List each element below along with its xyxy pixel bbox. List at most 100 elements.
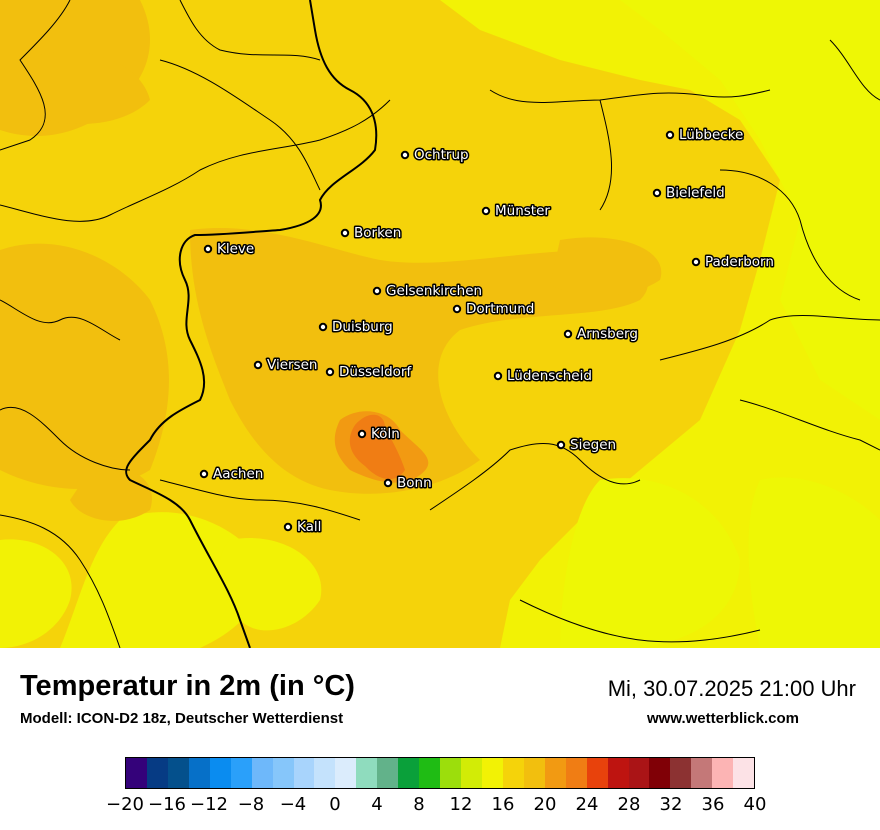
colorbar-tick-label: 0: [329, 794, 341, 815]
colorbar-tick-label: 28: [617, 794, 641, 815]
city-label: Dortmund: [466, 301, 534, 317]
city-markers: Lübbecke Ochtrup Bielefeld Münster Borken Kle…: [199, 126, 775, 537]
colorbar-segment: [733, 758, 755, 788]
colorbar-tick-label: 8: [413, 794, 425, 815]
temperature-colorbar: [125, 757, 755, 789]
colorbar-tick-label: 24: [575, 794, 599, 815]
colorbar-segment: [314, 758, 336, 788]
website-link[interactable]: www.wetterblick.com: [647, 710, 799, 727]
colorbar-tick-label: 40: [743, 794, 767, 815]
map-canvas: Lübbecke Ochtrup Bielefeld Münster Borken Kle…: [0, 0, 880, 648]
colorbar-segment: [649, 758, 671, 788]
colorbar-segment: [167, 758, 189, 788]
colorbar-segment: [691, 758, 713, 788]
forecast-datetime: Mi, 30.07.2025 21:00 Uhr: [607, 676, 856, 701]
colorbar-tick-label: −8: [237, 794, 265, 815]
city-label: Borken: [354, 225, 401, 241]
city-dot: [652, 188, 662, 198]
colorbar-segment: [481, 758, 503, 788]
city-marker: Duisburg: [318, 318, 394, 337]
colorbar-segment: [126, 758, 147, 788]
city-marker: Paderborn: [691, 253, 775, 272]
city-label: Gelsenkirchen: [386, 283, 482, 299]
city-label: Münster: [495, 203, 550, 219]
city-label: Duisburg: [332, 319, 393, 335]
colorbar-tick-label: −16: [148, 794, 186, 815]
city-dot: [318, 322, 328, 332]
colorbar-tick-label: 32: [659, 794, 683, 815]
map-title: Temperatur in 2m (in °C): [20, 670, 355, 702]
city-dot: [665, 130, 675, 140]
colorbar-segment: [146, 758, 168, 788]
colorbar-segment: [356, 758, 378, 788]
colorbar-segment: [670, 758, 692, 788]
colorbar-segment: [440, 758, 461, 788]
colorbar-segment: [335, 758, 357, 788]
city-dot: [563, 329, 573, 339]
city-marker: Borken: [340, 224, 403, 243]
colorbar-segment: [712, 758, 734, 788]
city-marker: Dortmund: [452, 300, 536, 319]
city-label: Arnsberg: [577, 326, 638, 342]
city-marker: Münster: [481, 202, 552, 221]
city-marker: Arnsberg: [563, 325, 639, 344]
border-lines: [0, 0, 880, 648]
colorbar-segment: [502, 758, 524, 788]
country-border: [125, 0, 378, 648]
colorbar-segment: [461, 758, 482, 788]
colorbar-segment: [251, 758, 273, 788]
city-marker: Ochtrup: [400, 146, 470, 165]
colorbar-segment: [523, 758, 545, 788]
city-marker: Köln: [357, 425, 401, 444]
city-label: Aachen: [213, 466, 263, 482]
city-marker: Düsseldorf: [325, 363, 414, 382]
coolest-zones: [560, 0, 880, 648]
colorbar-tick-label: 20: [533, 794, 557, 815]
colorbar-segment: [628, 758, 650, 788]
city-marker: Bonn: [383, 474, 433, 493]
city-marker: Kall: [283, 518, 323, 537]
city-label: Bonn: [397, 475, 432, 491]
colorbar-segment: [586, 758, 608, 788]
colorbar-tick-label: −12: [190, 794, 228, 815]
city-dot: [556, 440, 566, 450]
city-label: Düsseldorf: [339, 364, 412, 380]
city-dot: [357, 429, 367, 439]
city-marker: Lübbecke: [665, 126, 745, 145]
city-label: Ochtrup: [414, 147, 469, 163]
city-dot: [340, 228, 350, 238]
colorbar-ticks: −20 −16 −12 −8 −4 0 4 8 12 16 20 24 28 32 36 40: [106, 794, 766, 818]
city-dot: [452, 304, 462, 314]
city-label: Bielefeld: [666, 185, 725, 201]
city-label: Paderborn: [705, 254, 774, 270]
city-marker: Kleve: [203, 240, 256, 259]
city-marker: Aachen: [199, 465, 265, 484]
colorbar-segment: [607, 758, 629, 788]
city-marker: Bielefeld: [652, 184, 726, 203]
city-dot: [383, 478, 393, 488]
colorbar-tick-label: 12: [449, 794, 473, 815]
city-label: Köln: [371, 426, 400, 442]
warm-zones: [0, 0, 662, 521]
city-label: Viersen: [267, 357, 317, 373]
colorbar-segment: [565, 758, 587, 788]
city-dot: [481, 206, 491, 216]
city-marker: Siegen: [556, 436, 618, 455]
colorbar-tick-label: −4: [279, 794, 307, 815]
colorbar-segment: [419, 758, 441, 788]
city-label: Kall: [297, 519, 321, 535]
colorbar-tick-label: 4: [371, 794, 383, 815]
colorbar-segment: [230, 758, 252, 788]
city-dot: [372, 286, 382, 296]
city-dot: [493, 371, 503, 381]
model-info: Modell: ICON-D2 18z, Deutscher Wetterdie…: [20, 710, 344, 727]
city-label: Kleve: [217, 241, 254, 257]
colorbar-tick-label: −20: [106, 794, 144, 815]
colorbar-segment: [188, 758, 210, 788]
colorbar-segment: [209, 758, 231, 788]
city-dot: [203, 244, 213, 254]
city-dot: [253, 360, 263, 370]
city-dot: [283, 522, 293, 532]
city-marker: Gelsenkirchen: [372, 282, 484, 301]
colorbar-segment: [544, 758, 566, 788]
